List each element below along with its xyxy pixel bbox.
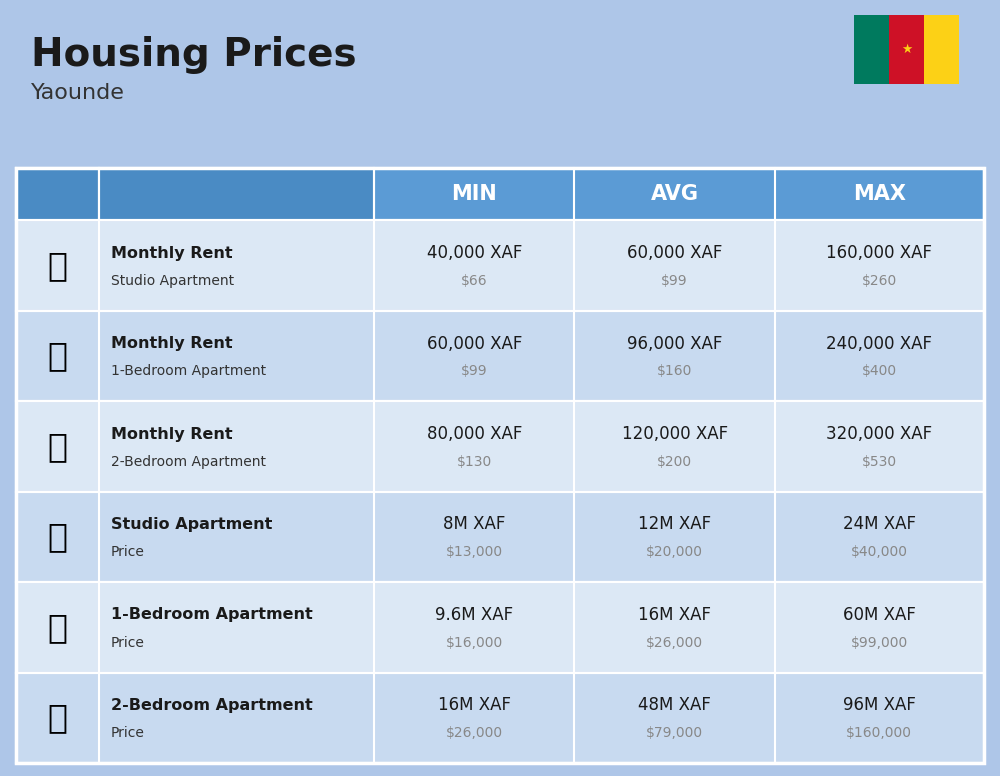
Text: MIN: MIN (451, 184, 497, 204)
Text: 🏬: 🏬 (47, 611, 67, 644)
Text: Yaounde: Yaounde (31, 82, 125, 102)
Text: 320,000 XAF: 320,000 XAF (826, 425, 932, 443)
Text: $66: $66 (461, 274, 488, 288)
Text: $130: $130 (457, 455, 492, 469)
Text: 96,000 XAF: 96,000 XAF (627, 334, 722, 352)
Text: 🏠: 🏠 (47, 702, 67, 734)
Text: 8M XAF: 8M XAF (443, 515, 506, 533)
Text: 🏢: 🏢 (47, 521, 67, 553)
Text: Price: Price (111, 546, 144, 559)
Text: Studio Apartment: Studio Apartment (111, 517, 272, 532)
Text: $99: $99 (461, 365, 488, 379)
Text: $200: $200 (657, 455, 692, 469)
Text: Price: Price (111, 726, 144, 740)
Text: Studio Apartment: Studio Apartment (111, 274, 234, 288)
FancyBboxPatch shape (889, 15, 924, 84)
Text: 12M XAF: 12M XAF (638, 515, 711, 533)
Text: 80,000 XAF: 80,000 XAF (427, 425, 522, 443)
Text: $26,000: $26,000 (646, 636, 703, 650)
Text: $530: $530 (862, 455, 897, 469)
FancyBboxPatch shape (16, 220, 984, 310)
FancyBboxPatch shape (99, 168, 374, 220)
Text: 120,000 XAF: 120,000 XAF (622, 425, 728, 443)
Text: 160,000 XAF: 160,000 XAF (826, 244, 932, 262)
Text: $13,000: $13,000 (446, 546, 503, 559)
Text: 🏢: 🏢 (47, 249, 67, 282)
Text: Monthly Rent: Monthly Rent (111, 245, 232, 261)
Text: 2-Bedroom Apartment: 2-Bedroom Apartment (111, 455, 266, 469)
FancyBboxPatch shape (16, 582, 984, 673)
FancyBboxPatch shape (16, 492, 984, 582)
Text: $400: $400 (862, 365, 897, 379)
FancyBboxPatch shape (16, 310, 984, 401)
Text: 16M XAF: 16M XAF (438, 696, 511, 715)
Text: 24M XAF: 24M XAF (843, 515, 916, 533)
FancyBboxPatch shape (854, 15, 889, 84)
Text: 60M XAF: 60M XAF (843, 606, 916, 624)
Text: AVG: AVG (651, 184, 699, 204)
FancyBboxPatch shape (16, 673, 984, 763)
Text: $26,000: $26,000 (446, 726, 503, 740)
FancyBboxPatch shape (16, 168, 984, 220)
Text: $99,000: $99,000 (851, 636, 908, 650)
Text: $20,000: $20,000 (646, 546, 703, 559)
FancyBboxPatch shape (924, 15, 959, 84)
Text: $16,000: $16,000 (446, 636, 503, 650)
Text: Monthly Rent: Monthly Rent (111, 336, 232, 351)
Text: 60,000 XAF: 60,000 XAF (627, 244, 722, 262)
Text: 🏬: 🏬 (47, 339, 67, 372)
Text: 240,000 XAF: 240,000 XAF (826, 334, 932, 352)
Text: 48M XAF: 48M XAF (638, 696, 711, 715)
Text: 96M XAF: 96M XAF (843, 696, 916, 715)
Text: ★: ★ (901, 43, 912, 56)
Text: 40,000 XAF: 40,000 XAF (427, 244, 522, 262)
Text: Monthly Rent: Monthly Rent (111, 427, 232, 442)
Text: MAX: MAX (853, 184, 906, 204)
Text: 1-Bedroom Apartment: 1-Bedroom Apartment (111, 608, 312, 622)
Text: 2-Bedroom Apartment: 2-Bedroom Apartment (111, 698, 312, 713)
Text: 9.6M XAF: 9.6M XAF (435, 606, 513, 624)
Text: 16M XAF: 16M XAF (638, 606, 711, 624)
Text: Price: Price (111, 636, 144, 650)
Text: $160,000: $160,000 (846, 726, 912, 740)
Text: $40,000: $40,000 (851, 546, 908, 559)
Text: $160: $160 (657, 365, 692, 379)
Text: 1-Bedroom Apartment: 1-Bedroom Apartment (111, 365, 266, 379)
Text: $260: $260 (862, 274, 897, 288)
Text: Housing Prices: Housing Prices (31, 36, 357, 74)
FancyBboxPatch shape (16, 401, 984, 492)
Text: 60,000 XAF: 60,000 XAF (427, 334, 522, 352)
FancyBboxPatch shape (16, 168, 99, 220)
Text: $79,000: $79,000 (646, 726, 703, 740)
Text: $99: $99 (661, 274, 688, 288)
Text: 🏛: 🏛 (47, 430, 67, 462)
